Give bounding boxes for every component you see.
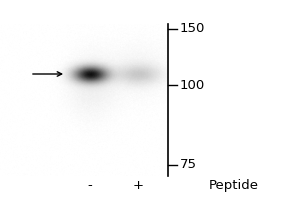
Text: -: - bbox=[88, 179, 92, 192]
Text: 100: 100 bbox=[180, 79, 205, 92]
Bar bbox=[0, 24, 168, 176]
Text: Peptide: Peptide bbox=[209, 179, 259, 192]
Text: 75: 75 bbox=[180, 158, 197, 171]
Text: 150: 150 bbox=[180, 22, 206, 36]
Text: +: + bbox=[133, 179, 143, 192]
